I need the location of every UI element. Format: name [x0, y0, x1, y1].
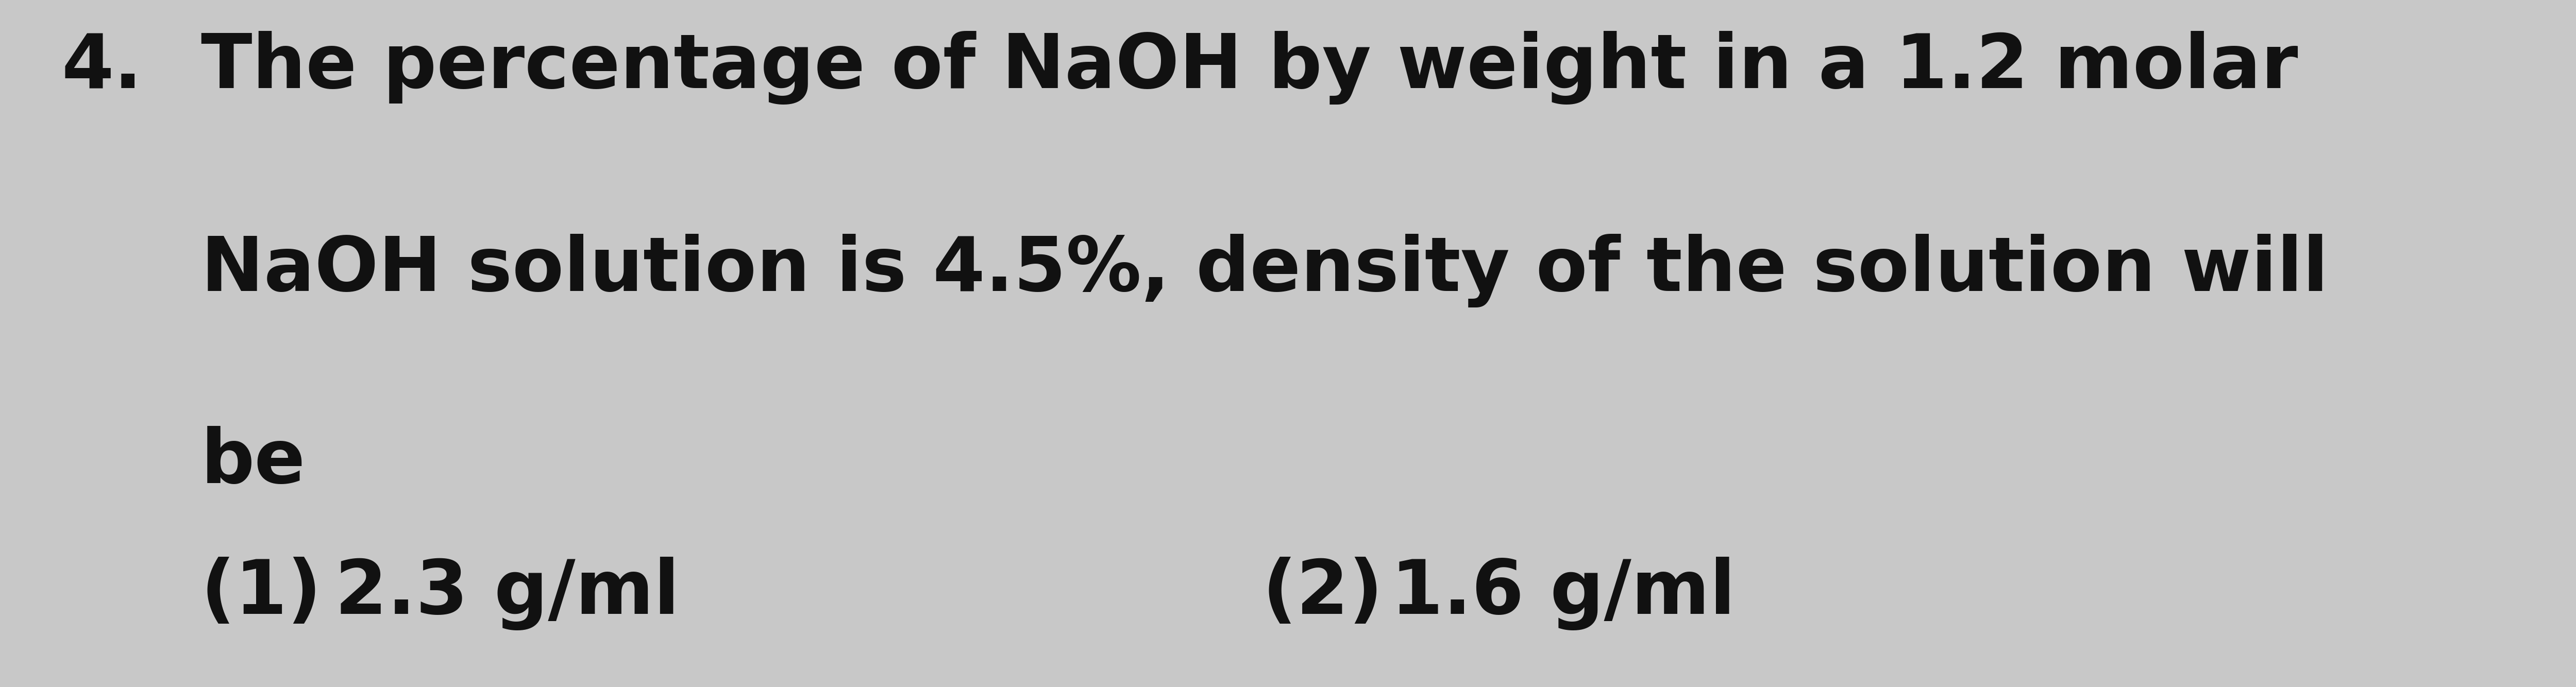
- Text: (2): (2): [1262, 556, 1383, 629]
- Text: be: be: [201, 426, 307, 499]
- Text: The percentage of NaOH by weight in a 1.2 molar: The percentage of NaOH by weight in a 1.…: [201, 31, 2298, 104]
- Text: 1.6 g/ml: 1.6 g/ml: [1391, 556, 1736, 630]
- Text: 2.3 g/ml: 2.3 g/ml: [335, 556, 680, 630]
- Text: NaOH solution is 4.5%, density of the solution will: NaOH solution is 4.5%, density of the so…: [201, 234, 2329, 307]
- Text: 4.: 4.: [62, 31, 142, 104]
- Text: (1): (1): [201, 556, 322, 629]
